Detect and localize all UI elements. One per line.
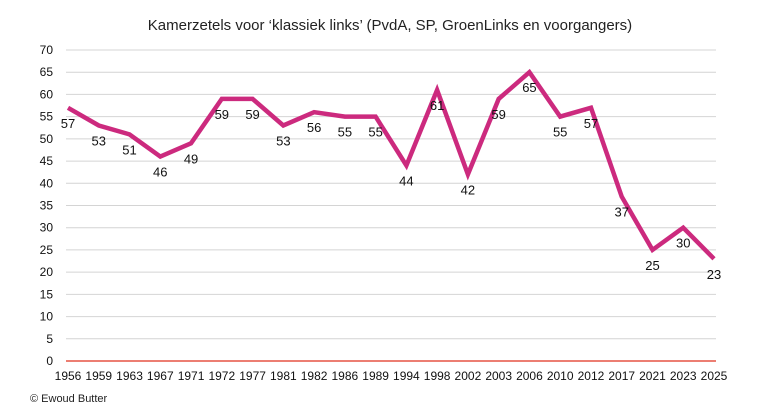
x-tick-label: 1956 — [55, 369, 82, 383]
series-line — [66, 68, 716, 261]
credit-text: © Ewoud Butter — [30, 393, 108, 405]
x-tick-label: 2023 — [670, 369, 697, 383]
y-tick-label: 45 — [40, 154, 54, 168]
data-label: 46 — [153, 165, 167, 180]
data-label: 61 — [430, 98, 444, 113]
x-tick-label: 2012 — [578, 369, 605, 383]
data-label: 55 — [368, 125, 382, 140]
y-tick-label: 40 — [40, 176, 54, 190]
chart-title: Kamerzetels voor ‘klassiek links’ (PvdA,… — [148, 17, 632, 34]
x-tick-label: 1972 — [208, 369, 235, 383]
data-label: 55 — [338, 125, 352, 140]
x-tick-label: 2002 — [455, 369, 482, 383]
y-tick-label: 65 — [40, 65, 54, 79]
data-labels: 57 53 51 46 49 59 59 53 56 55 55 44 61 42 59 65 55 57 37 25… — [61, 80, 721, 282]
data-label: 49 — [184, 151, 198, 166]
data-label: 23 — [707, 267, 721, 282]
data-label: 42 — [461, 182, 475, 197]
data-label: 30 — [676, 236, 690, 251]
data-label: 57 — [584, 116, 598, 131]
y-tick-label: 50 — [40, 132, 54, 146]
y-tick-label: 5 — [46, 332, 53, 346]
data-label: 59 — [491, 107, 505, 122]
x-tick-label: 2010 — [547, 369, 574, 383]
data-label: 59 — [245, 107, 259, 122]
y-tick-label: 15 — [40, 287, 54, 301]
y-tick-label: 60 — [40, 87, 54, 101]
y-axis: 0 5 10 15 20 25 30 35 40 45 50 55 60 65 70 — [40, 43, 54, 368]
data-label: 44 — [399, 174, 413, 189]
x-tick-label: 1963 — [116, 369, 143, 383]
y-tick-label: 20 — [40, 265, 54, 279]
y-tick-label: 10 — [40, 310, 54, 324]
x-tick-label: 2021 — [639, 369, 666, 383]
data-label: 59 — [215, 107, 229, 122]
y-tick-label: 35 — [40, 199, 54, 213]
y-tick-label: 70 — [40, 43, 54, 57]
y-tick-label: 25 — [40, 243, 54, 257]
x-tick-label: 1986 — [332, 369, 359, 383]
x-tick-label: 1981 — [270, 369, 297, 383]
x-tick-label: 1977 — [239, 369, 266, 383]
x-tick-label: 1959 — [85, 369, 112, 383]
x-tick-label: 2025 — [701, 369, 728, 383]
data-label: 51 — [122, 142, 136, 157]
x-tick-label: 1989 — [362, 369, 389, 383]
gridlines — [66, 49, 716, 340]
series-layer — [66, 68, 716, 261]
x-tick-label: 1971 — [178, 369, 205, 383]
data-label: 53 — [276, 134, 290, 149]
data-label: 37 — [614, 205, 628, 220]
data-label: 65 — [522, 80, 536, 95]
data-label: 57 — [61, 116, 75, 131]
x-tick-label: 1982 — [301, 369, 328, 383]
data-label: 55 — [553, 125, 567, 140]
data-label: 25 — [645, 258, 659, 273]
x-axis: 1956 1959 1963 1967 1971 1972 1977 1981 1982 1986… — [55, 360, 728, 383]
x-tick-label: 1998 — [424, 369, 451, 383]
y-tick-label: 0 — [46, 354, 53, 368]
x-tick-label: 1967 — [147, 369, 174, 383]
data-label: 53 — [92, 134, 106, 149]
x-tick-label: 2017 — [608, 369, 635, 383]
data-label: 56 — [307, 120, 321, 135]
y-tick-label: 30 — [40, 221, 54, 235]
y-tick-label: 55 — [40, 110, 54, 124]
x-tick-label: 2003 — [485, 369, 512, 383]
x-tick-label: 1994 — [393, 369, 420, 383]
x-tick-label: 2006 — [516, 369, 543, 383]
